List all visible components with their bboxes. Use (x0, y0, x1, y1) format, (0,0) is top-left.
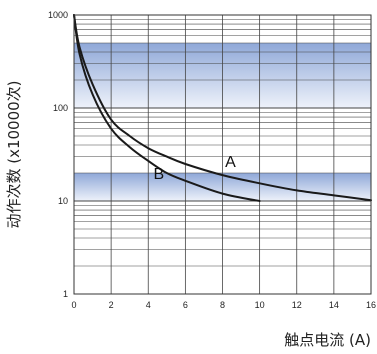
x-tick-label-6: 6 (183, 300, 188, 310)
y-tick-label-1000: 1000 (48, 10, 68, 20)
series-label-A: A (225, 154, 236, 171)
x-tick-label-0: 0 (71, 300, 76, 310)
x-tick-label-16: 16 (366, 300, 376, 310)
y-tick-labels: 1 10 100 1000 (48, 10, 68, 299)
series-layer: AB (73, 14, 372, 202)
series-label-B: B (153, 166, 164, 183)
vertical-gridlines (73, 15, 372, 294)
plot-frame (73, 14, 372, 295)
x-tick-label-2: 2 (109, 300, 114, 310)
x-axis-title: 触点电流 (A) (284, 331, 371, 349)
x-tick-label-10: 10 (255, 300, 265, 310)
x-tick-label-12: 12 (292, 300, 302, 310)
x-tick-label-8: 8 (220, 300, 225, 310)
x-tick-label-14: 14 (329, 300, 339, 310)
y-axis-title: 动作次数 (x10000次) (5, 80, 23, 228)
x-tick-labels: 0 2 4 6 8 10 12 14 16 (71, 300, 376, 310)
series-line-B (73, 14, 261, 202)
y-tick-label-1: 1 (63, 289, 68, 299)
horizontal-gridlines (74, 18, 371, 295)
series-line-A (73, 14, 372, 202)
y-tick-label-10: 10 (58, 196, 68, 206)
y-tick-label-100: 100 (53, 103, 68, 113)
x-tick-label-4: 4 (146, 300, 151, 310)
